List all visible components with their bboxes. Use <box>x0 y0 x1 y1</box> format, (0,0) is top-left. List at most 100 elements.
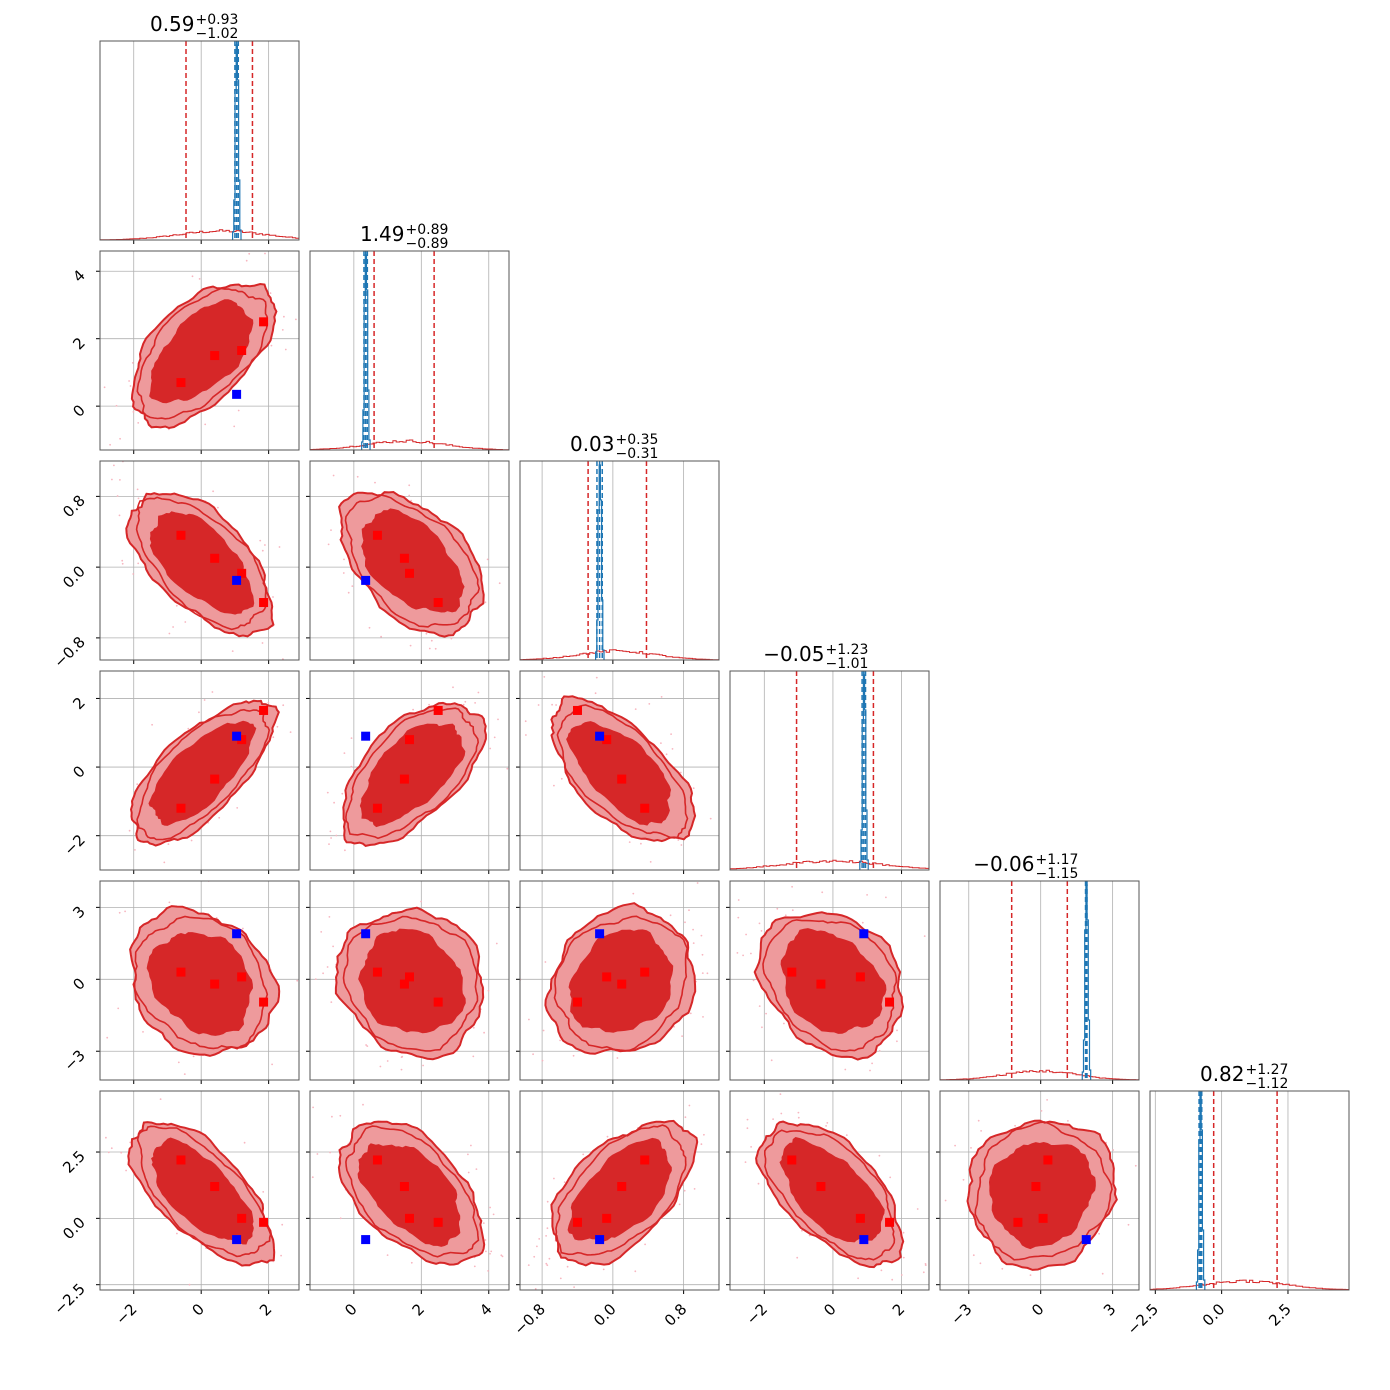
panel-frame <box>99 460 300 661</box>
sample-point <box>866 894 868 896</box>
mode-marker <box>259 598 269 608</box>
sample-point <box>117 1007 120 1010</box>
sample-point <box>689 1012 692 1015</box>
x-tick-label: −2.5 <box>1124 1300 1162 1338</box>
panel-frame <box>309 1090 510 1291</box>
sample-point <box>295 1295 297 1297</box>
sample-point <box>757 1182 760 1185</box>
mode-marker <box>259 1217 269 1227</box>
sample-point <box>330 837 332 839</box>
histogram-title: 0.82 +1.27−1.12 <box>1200 1062 1288 1092</box>
mode-marker <box>372 803 382 813</box>
mode-marker <box>259 997 269 1007</box>
y-tick-label: 0.0 <box>59 1213 89 1243</box>
sample-point <box>121 562 124 565</box>
sample-point <box>408 494 411 497</box>
sample-point <box>684 921 686 924</box>
histogram-title: 1.49 +0.89−0.89 <box>360 222 448 252</box>
sample-point <box>721 949 723 951</box>
sample-point <box>418 1101 420 1103</box>
mode-marker <box>259 317 269 327</box>
title-value: −0.05 <box>763 642 824 666</box>
sample-point <box>709 817 712 820</box>
sample-point <box>791 885 793 888</box>
sample-point <box>467 1171 470 1174</box>
sample-point <box>477 691 480 694</box>
truth-marker <box>595 731 605 741</box>
sample-point <box>688 1104 691 1107</box>
sample-point <box>322 972 324 975</box>
sample-point <box>688 909 690 912</box>
sample-point <box>532 1053 534 1056</box>
sample-point <box>559 1277 562 1280</box>
histogram-panel-1: 1.49 +0.89−0.89 <box>309 222 510 454</box>
density-content <box>527 1104 705 1290</box>
sample-point <box>485 665 487 667</box>
sample-point <box>151 723 154 726</box>
x-tick-label: 2 <box>889 1300 908 1319</box>
sample-point <box>351 458 353 460</box>
scatter-panel-5-1: 0 2 4 <box>306 1090 510 1320</box>
sample-point <box>709 878 711 880</box>
sample-point <box>217 506 219 509</box>
sample-point <box>634 708 637 710</box>
sample-point <box>861 921 864 924</box>
sample-point <box>316 1153 319 1155</box>
scatter-panel-3-0: −2 0 2 <box>60 670 300 893</box>
sample-point <box>670 733 672 735</box>
sample-point <box>191 275 194 278</box>
sample-point <box>1046 1099 1048 1101</box>
sample-point <box>177 1061 180 1064</box>
sample-point <box>142 1031 144 1033</box>
sample-point <box>350 765 353 768</box>
sample-point <box>420 900 422 903</box>
sample-point <box>328 843 330 845</box>
panel-frame <box>99 880 300 1081</box>
panel-frame <box>939 1090 1140 1291</box>
sample-point <box>701 953 704 956</box>
sample-point <box>902 1256 905 1259</box>
sample-point <box>485 1250 487 1253</box>
mode-marker <box>372 530 382 540</box>
sample-point <box>248 252 251 255</box>
truth-marker <box>361 929 371 939</box>
title-lower-error: −0.89 <box>406 236 449 252</box>
mode-marker <box>433 1217 443 1227</box>
truth-marker <box>361 575 371 585</box>
sample-point <box>284 348 287 351</box>
sample-point <box>105 1136 107 1139</box>
mode-marker <box>210 1182 220 1192</box>
y-tick-label: 0 <box>69 762 88 781</box>
sample-point <box>187 727 190 730</box>
sample-point <box>649 861 652 863</box>
sample-point <box>93 891 95 893</box>
sample-point <box>188 1283 191 1286</box>
sample-point <box>272 736 275 739</box>
sample-point <box>332 945 334 948</box>
sample-point <box>301 952 303 954</box>
sample-point <box>132 573 135 575</box>
density-content <box>93 691 292 893</box>
sample-point <box>800 1082 802 1084</box>
title-upper-error: +1.17 <box>1036 852 1079 868</box>
sample-point <box>579 1113 581 1115</box>
sample-point <box>742 954 744 957</box>
truth-marker <box>361 1235 371 1245</box>
mode-marker <box>399 774 409 784</box>
sample-point <box>602 1268 605 1271</box>
sample-point <box>312 1106 314 1109</box>
sample-point <box>486 558 489 561</box>
sample-point <box>276 725 279 728</box>
sample-point <box>533 1255 536 1258</box>
sample-point <box>948 1030 950 1032</box>
sample-point <box>700 934 703 937</box>
sample-point <box>563 1181 566 1183</box>
sample-point <box>259 539 262 542</box>
sample-point <box>900 1274 903 1276</box>
title-lower-error: −0.31 <box>616 446 659 462</box>
sample-point <box>678 1203 681 1206</box>
sample-point <box>961 1041 963 1043</box>
mode-marker <box>617 774 627 784</box>
sample-point <box>243 1141 246 1144</box>
sample-point <box>1014 1124 1016 1127</box>
